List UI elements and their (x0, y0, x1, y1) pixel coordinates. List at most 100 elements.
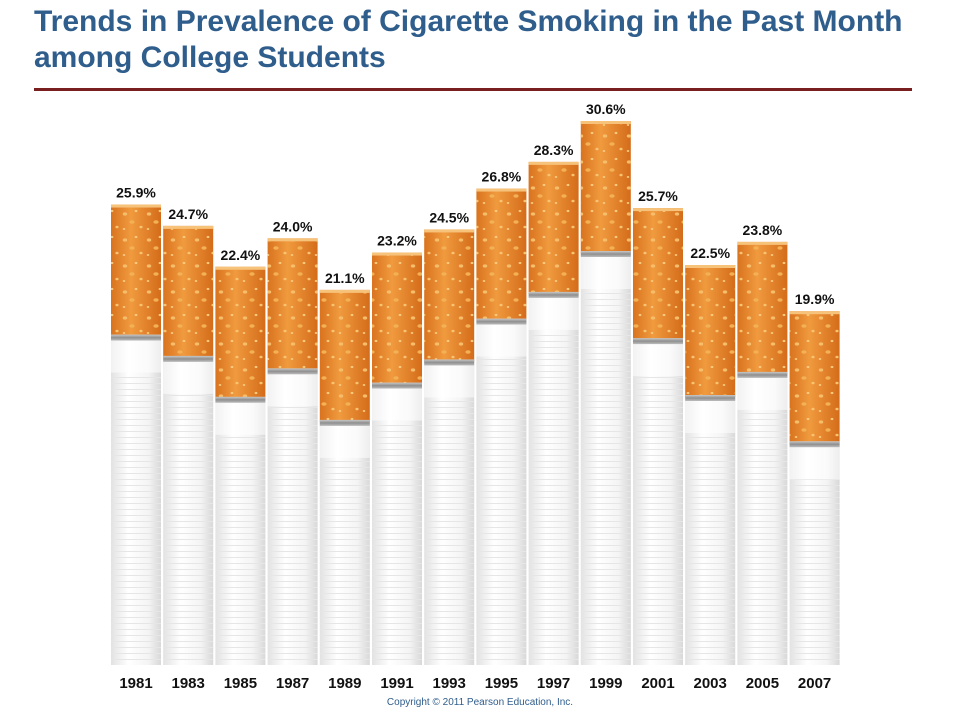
bar-2001: 25.7% 2001 (633, 188, 683, 692)
filter-speckles (111, 204, 161, 337)
value-label: 19.9% (795, 291, 835, 307)
filter-top-edge (267, 238, 318, 242)
bar-2005: 23.8% 2005 (737, 222, 788, 692)
paper-texture (163, 393, 214, 665)
paper-texture (528, 329, 579, 665)
paper-texture (372, 420, 422, 665)
value-label: 28.3% (534, 142, 574, 158)
category-label: 1997 (537, 675, 570, 692)
filter-top-edge (737, 241, 788, 245)
category-label: 1995 (485, 675, 518, 692)
paper-texture (215, 434, 266, 665)
paper-highlight (163, 357, 214, 394)
bar-1989: 21.1% 1989 (319, 270, 370, 692)
filter-band (163, 355, 214, 362)
filter-speckles (476, 188, 527, 321)
filter-band (319, 419, 370, 426)
category-label: 1989 (328, 675, 361, 692)
value-label: 24.7% (168, 206, 208, 222)
bar-1991: 23.2% 1991 (372, 233, 422, 692)
value-label: 25.9% (116, 185, 156, 201)
filter-speckles (685, 265, 736, 397)
category-label: 1991 (380, 675, 413, 692)
paper-texture (633, 376, 683, 665)
bar-1999: 30.6% 1999 (580, 101, 631, 692)
filter-top-edge (424, 229, 475, 233)
paper-highlight (633, 340, 683, 377)
filter-band (528, 291, 579, 298)
category-label: 1985 (224, 675, 257, 692)
filter-band (580, 251, 631, 257)
filter-band (215, 396, 266, 403)
filter-band (737, 371, 788, 378)
filter-band (685, 395, 736, 401)
paper-texture (789, 479, 840, 665)
bar-1995: 26.8% 1995 (476, 169, 527, 692)
filter-top-edge (163, 225, 214, 229)
value-label: 26.8% (482, 169, 522, 185)
paper-texture (685, 433, 736, 665)
value-label: 22.4% (221, 247, 261, 263)
filter-speckles (580, 121, 631, 253)
paper-highlight (737, 373, 788, 410)
bar-1993: 24.5% 1993 (424, 209, 475, 692)
paper-texture (111, 372, 161, 665)
category-label: 2001 (641, 675, 674, 692)
paper-texture (267, 406, 318, 665)
value-label: 23.8% (743, 222, 783, 238)
filter-band (476, 318, 527, 325)
paper-texture (319, 457, 370, 665)
bar-1987: 24.0% 1987 (267, 218, 318, 692)
filter-band (267, 368, 318, 375)
filter-speckles (319, 289, 370, 422)
filter-band (424, 359, 475, 366)
paper-texture (476, 356, 527, 665)
filter-top-edge (633, 208, 683, 212)
bar-1985: 22.4% 1985 (215, 247, 266, 692)
filter-speckles (424, 229, 475, 362)
page-title: Trends in Prevalence of Cigarette Smokin… (34, 5, 903, 74)
filter-speckles (372, 252, 422, 385)
title-divider (34, 88, 912, 91)
paper-texture (580, 289, 631, 665)
filter-speckles (163, 225, 214, 358)
value-label: 21.1% (325, 270, 365, 286)
filter-top-edge (476, 188, 527, 192)
filter-top-edge (111, 204, 161, 208)
bar-2003: 22.5% 2003 (685, 245, 736, 692)
category-label: 1981 (119, 675, 152, 692)
paper-highlight (267, 370, 318, 407)
paper-highlight (111, 336, 161, 373)
filter-top-edge (215, 266, 266, 270)
value-label: 30.6% (586, 101, 626, 117)
filter-top-edge (580, 121, 631, 124)
bar-1997: 28.3% 1997 (528, 142, 579, 692)
filter-top-edge (685, 265, 736, 268)
value-label: 24.5% (429, 209, 469, 225)
category-label: 2007 (798, 675, 831, 692)
filter-band (633, 338, 683, 345)
category-label: 1987 (276, 675, 309, 692)
filter-speckles (737, 241, 788, 374)
value-label: 23.2% (377, 233, 417, 249)
category-label: 1983 (172, 675, 205, 692)
filter-speckles (789, 311, 840, 444)
paper-texture (737, 409, 788, 665)
paper-highlight (580, 253, 631, 289)
filter-band (111, 334, 161, 341)
filter-speckles (267, 238, 318, 371)
category-label: 2005 (746, 675, 779, 692)
filter-top-edge (789, 311, 840, 315)
category-label: 1993 (433, 675, 466, 692)
category-label: 2003 (694, 675, 727, 692)
filter-top-edge (319, 289, 370, 293)
bar-2007: 19.9% 2007 (789, 291, 840, 692)
filter-band (372, 382, 422, 389)
filter-speckles (528, 161, 579, 294)
bar-1983: 24.7% 1983 (163, 206, 214, 692)
paper-highlight (476, 320, 527, 357)
paper-highlight (424, 361, 475, 398)
filter-top-edge (372, 252, 422, 256)
filter-top-edge (528, 161, 579, 165)
